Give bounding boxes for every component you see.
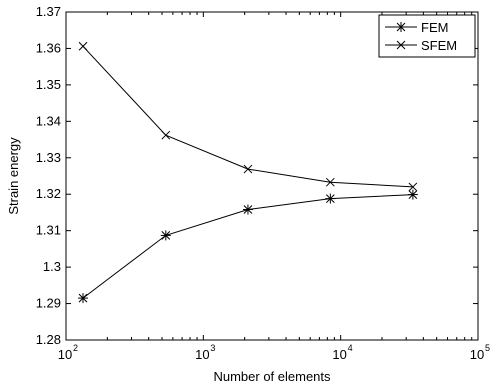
- point-fem: [325, 193, 336, 204]
- y-tick-label: 1.36: [36, 40, 61, 55]
- point-fem: [160, 230, 171, 241]
- point-fem: [242, 204, 253, 215]
- y-tick-label: 1.33: [36, 150, 61, 165]
- legend: FEM SFEM: [378, 14, 476, 58]
- x-tick-exponent: 5: [485, 343, 490, 353]
- x-tick-label: 10 3: [195, 343, 215, 362]
- y-tick-label: 1.28: [36, 332, 61, 347]
- y-tick-label: 1.3: [43, 259, 61, 274]
- x-tick-label: 10 5: [470, 343, 490, 362]
- point-sfem: [325, 177, 335, 187]
- point-sfem: [161, 130, 171, 140]
- legend-box: [378, 14, 476, 58]
- axis-ticks: 1.28 1.29 1.3 1.31 1.32 1.33 1.34 1.35 1.36 1.37 1…: [36, 4, 490, 362]
- y-tick-label: 1.35: [36, 77, 61, 92]
- y-tick-label: 1.31: [36, 223, 61, 238]
- y-tick-label: 1.29: [36, 296, 61, 311]
- x-axis-label: Number of elements: [213, 369, 331, 384]
- x-tick-base: 10: [58, 347, 72, 362]
- x-tick-base: 10: [332, 347, 346, 362]
- x-tick-base: 10: [470, 347, 484, 362]
- point-sfem: [78, 41, 88, 51]
- y-tick-label: 1.37: [36, 4, 61, 19]
- x-tick-exponent: 3: [210, 343, 215, 353]
- y-axis-label: Strain energy: [6, 137, 21, 215]
- series-layer: [78, 41, 418, 304]
- x-tick-exponent: 2: [73, 343, 78, 353]
- point-fem: [407, 189, 418, 200]
- legend-marker-sfem: [396, 40, 406, 50]
- legend-label-sfem: SFEM: [421, 38, 457, 53]
- x-tick-exponent: 4: [348, 343, 353, 353]
- y-tick-label: 1.34: [36, 113, 61, 128]
- point-fem: [78, 293, 89, 304]
- legend-label-fem: FEM: [421, 20, 448, 35]
- point-sfem: [408, 182, 418, 192]
- x-tick-label: 10 4: [332, 343, 352, 362]
- point-sfem: [243, 164, 253, 174]
- legend-marker-fem: [396, 22, 406, 32]
- plot-area: [65, 11, 479, 341]
- x-tick-base: 10: [195, 347, 209, 362]
- x-tick-label: 10 2: [58, 343, 78, 362]
- y-tick-label: 1.32: [36, 186, 61, 201]
